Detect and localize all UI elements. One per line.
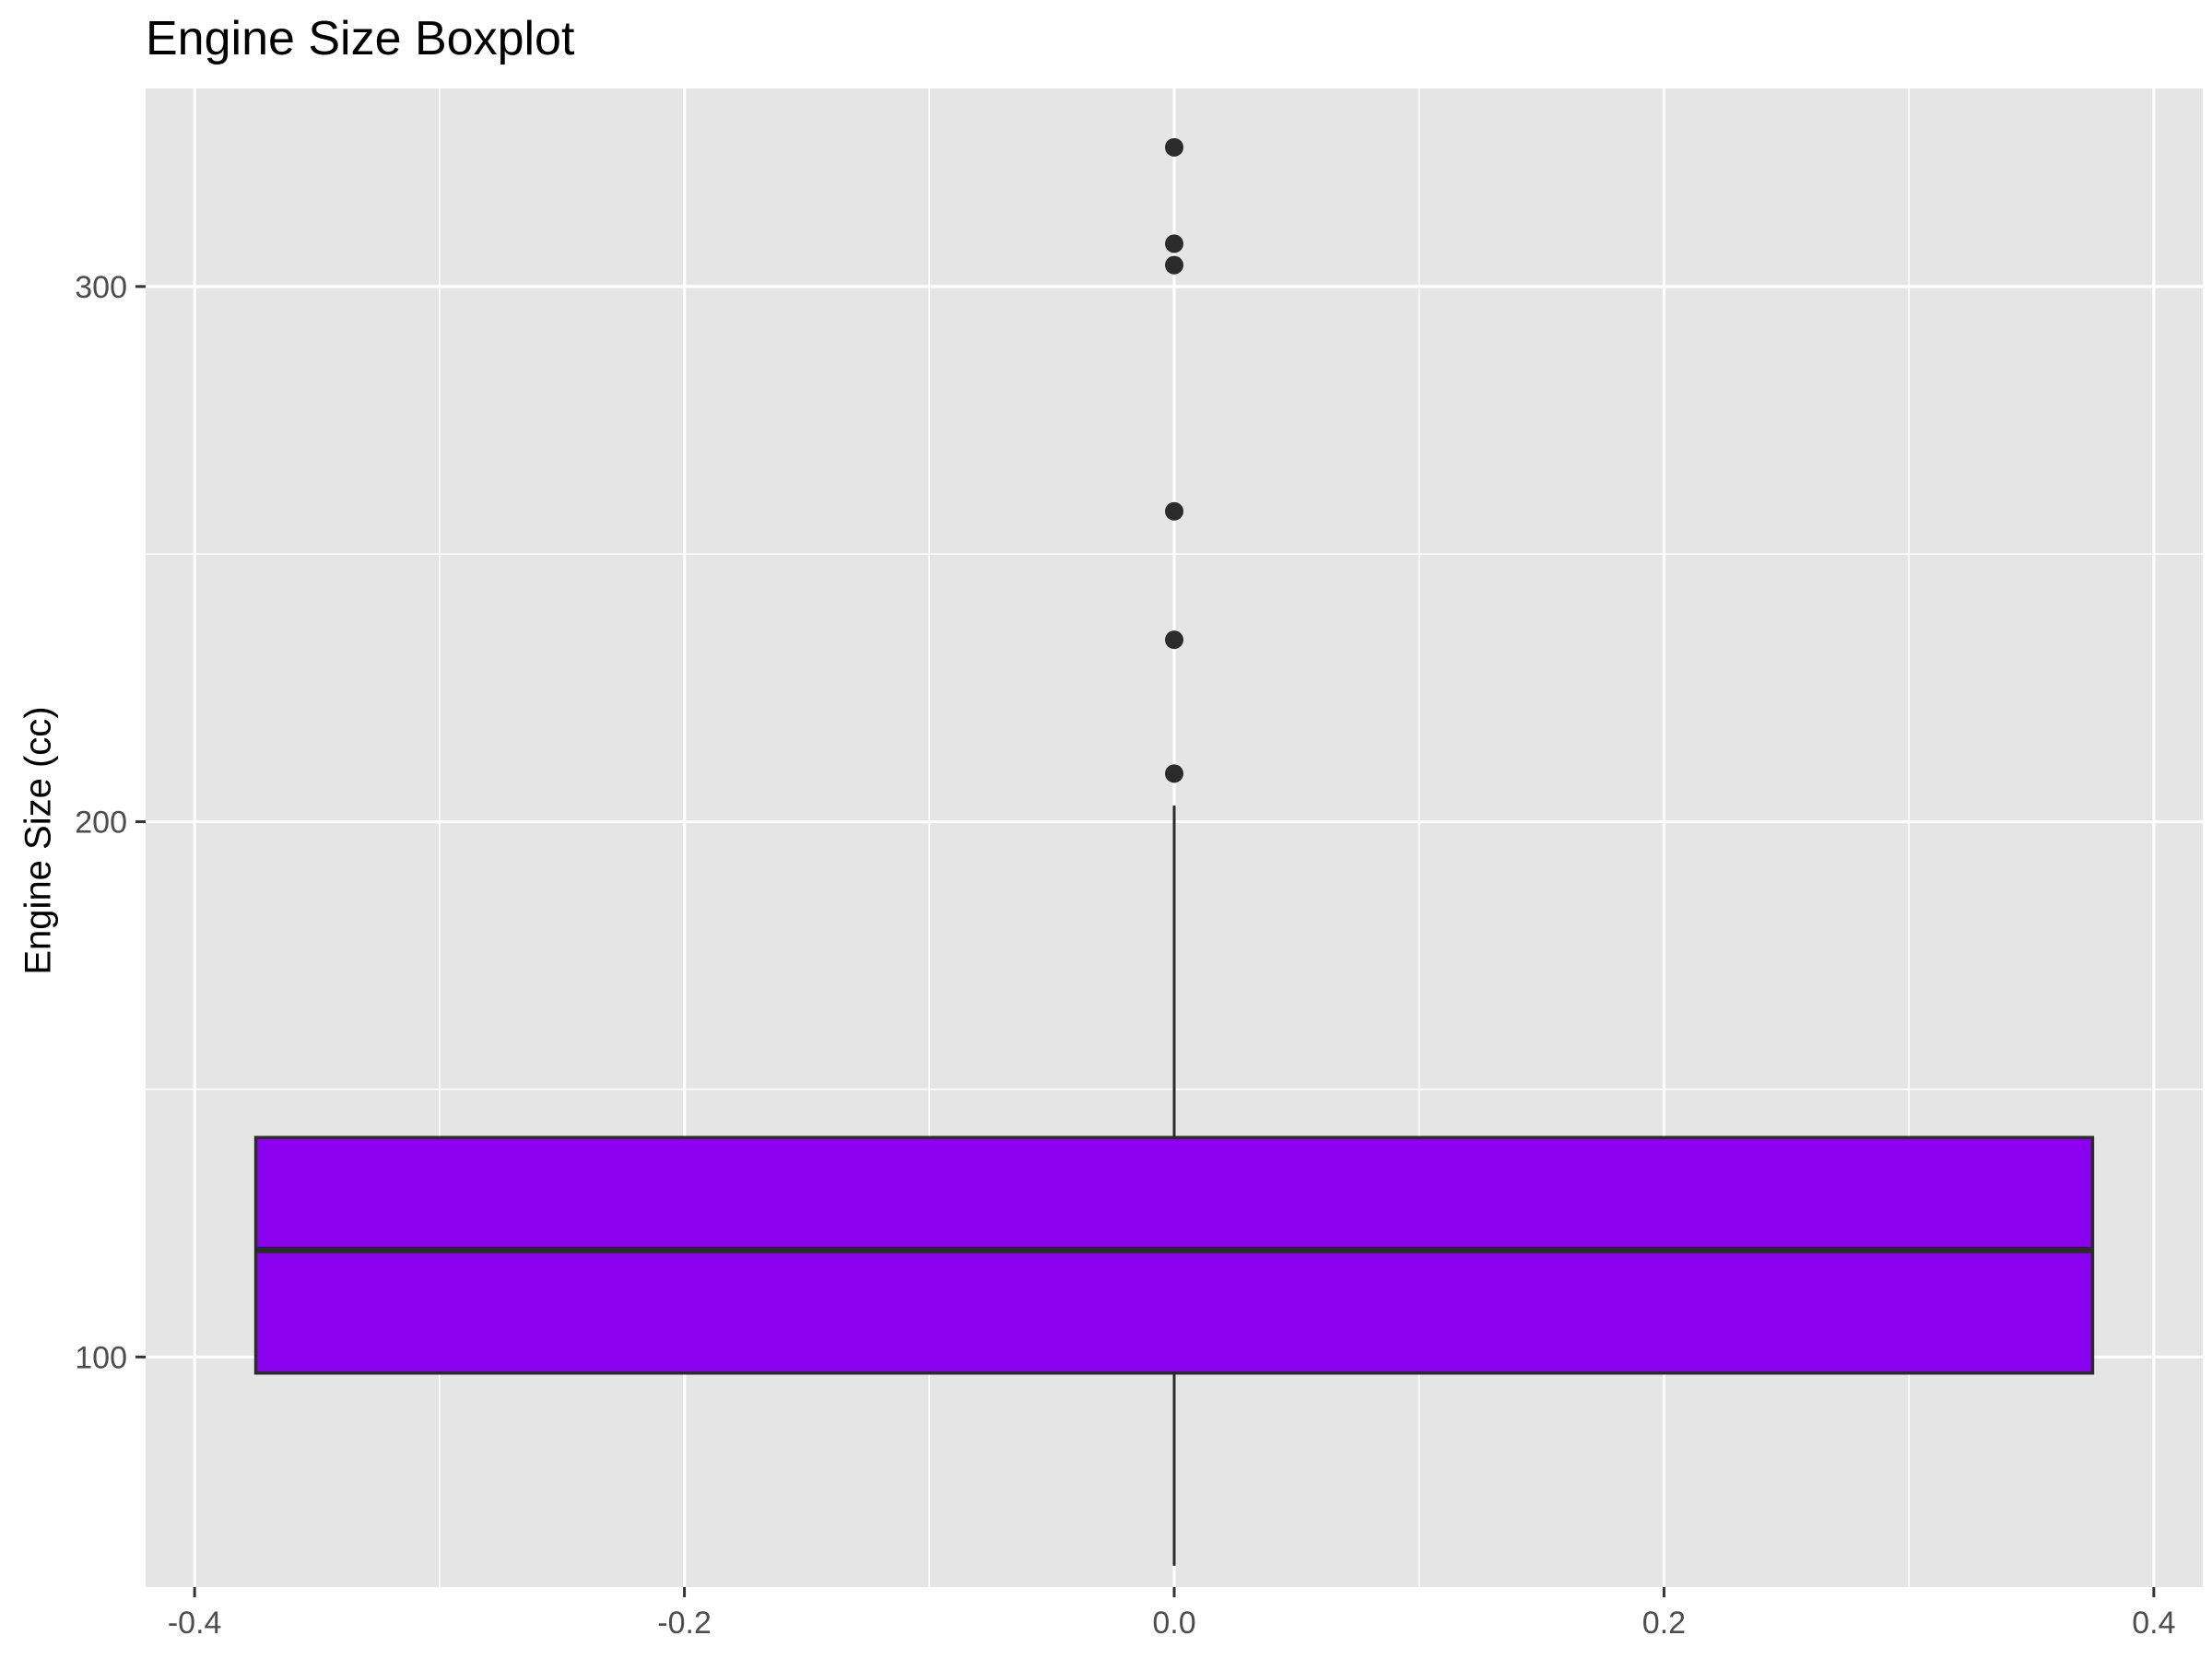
outlier-point: [1165, 234, 1183, 253]
y-tick-label: 300: [75, 270, 127, 305]
x-tick-label: 0.2: [1642, 1606, 1686, 1641]
y-tick-label: 100: [75, 1340, 127, 1375]
outlier-point: [1165, 137, 1183, 157]
outlier-point: [1165, 630, 1183, 650]
x-tick-label: -0.2: [657, 1606, 712, 1641]
iqr-box: [253, 1135, 2095, 1375]
x-tick-label: 0.4: [2132, 1606, 2175, 1641]
x-tick-label: 0.0: [1152, 1606, 1195, 1641]
chart-title: Engine Size Boxplot: [146, 12, 575, 65]
y-tick-label: 200: [75, 806, 127, 841]
outlier-point: [1165, 255, 1183, 275]
x-tick-label: -0.4: [168, 1606, 222, 1641]
outlier-point: [1165, 764, 1183, 783]
outlier-point: [1165, 501, 1183, 521]
